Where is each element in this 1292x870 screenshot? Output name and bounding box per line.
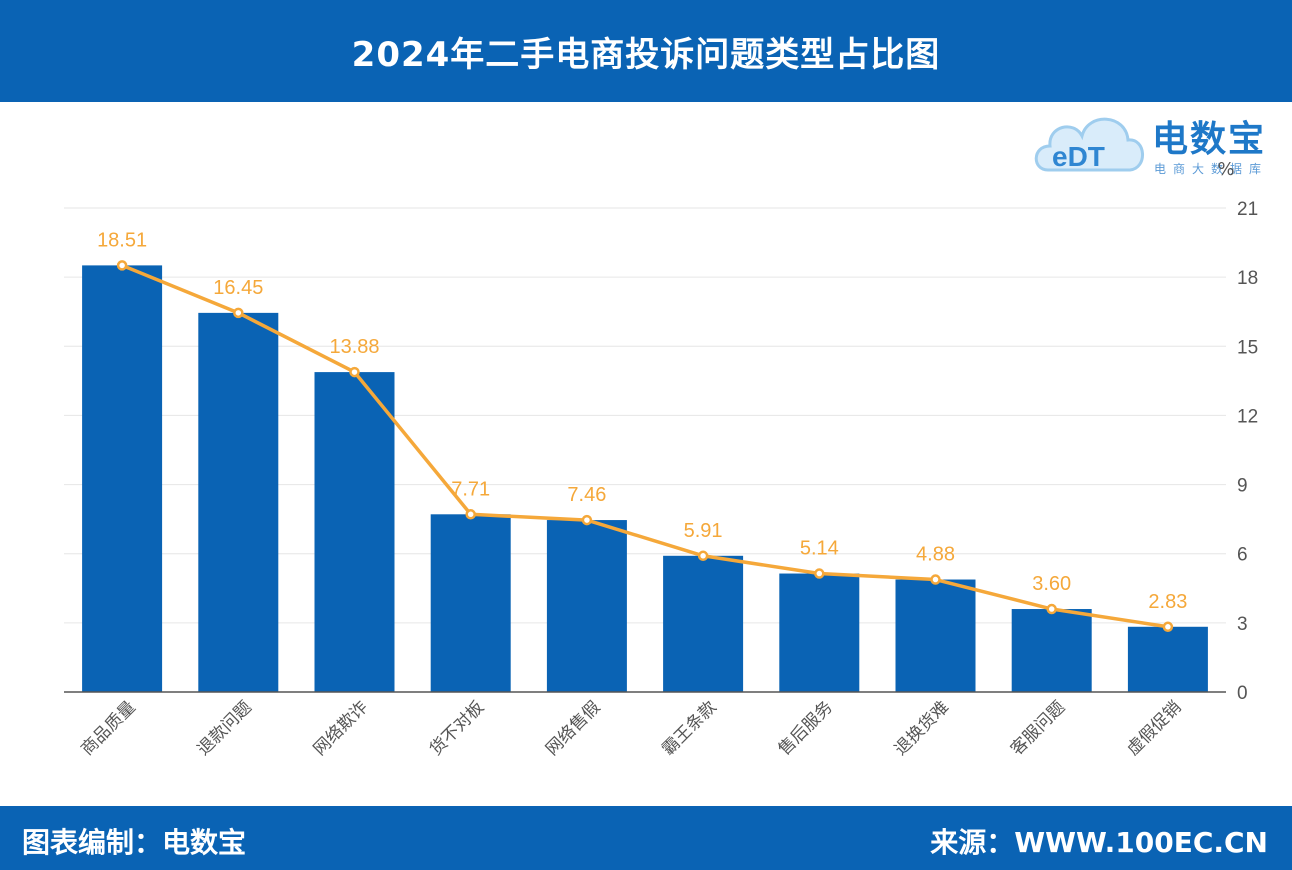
category-label: 商品质量 [77, 697, 139, 759]
category-label: 退换货难 [891, 697, 953, 759]
category-label: 货不对板 [426, 697, 488, 759]
line-series [116, 260, 1174, 633]
line-point [349, 366, 360, 378]
line-point [814, 568, 825, 579]
category-label: 售后服务 [775, 697, 837, 759]
data-label: 18.51 [97, 229, 147, 251]
line-point [116, 260, 128, 271]
data-label: 16.45 [213, 277, 263, 299]
data-label: 7.46 [567, 484, 606, 506]
line-point [233, 307, 244, 319]
footer-credit: 图表编制：电数宝 [22, 826, 247, 859]
y-tick-label: 15 [1237, 337, 1258, 358]
y-tick-label: 21 [1237, 199, 1258, 220]
category-label: 客服问题 [1007, 697, 1069, 759]
category-label: 霸王条款 [658, 697, 720, 759]
y-axis-unit-label: % [1217, 159, 1234, 180]
series-line [121, 263, 1169, 629]
line-point [1046, 603, 1057, 615]
line-point [930, 574, 941, 585]
data-label: 4.88 [916, 544, 955, 566]
bar [1127, 626, 1208, 692]
cloud-logo-icon: eDT [1034, 117, 1144, 172]
y-tick-label: 6 [1237, 545, 1248, 566]
bar [198, 312, 279, 692]
line-point [1162, 621, 1174, 633]
y-tick-label: 9 [1237, 476, 1248, 497]
logo-tagline: 电商大数据库 [1154, 162, 1269, 176]
bar [895, 579, 976, 692]
category-label: 退款问题 [194, 697, 256, 759]
bar [430, 514, 511, 692]
line-point [697, 550, 709, 562]
bar [314, 372, 395, 692]
data-label: 3.60 [1032, 573, 1071, 595]
bar [779, 573, 860, 692]
y-tick-label: 0 [1237, 683, 1248, 704]
data-label: 5.14 [800, 538, 839, 560]
data-label: 13.88 [329, 336, 379, 358]
footer-source: 来源：WWW.100EC.CN [930, 826, 1268, 859]
page-title: 2024年二手电商投诉问题类型占比图 [351, 34, 941, 75]
title-bar: 2024年二手电商投诉问题类型占比图 [0, 0, 1292, 102]
y-axis-ticks: 0 3 6 9 12 15 18 21 [1237, 199, 1258, 704]
category-label: 网络欺诈 [310, 697, 372, 759]
y-tick-label: 3 [1237, 614, 1248, 635]
category-label: 虚假促销 [1123, 697, 1185, 759]
bar [546, 520, 627, 692]
bar [82, 265, 163, 692]
y-tick-label: 18 [1237, 268, 1258, 289]
data-label: 7.71 [451, 478, 490, 500]
data-label: 2.83 [1148, 591, 1187, 613]
line-point [465, 509, 476, 520]
bar [663, 555, 744, 692]
footer-bar: 图表编制：电数宝 来源：WWW.100EC.CN [0, 806, 1292, 870]
logo-name: 电数宝 [1152, 119, 1267, 160]
brand-logo: eDT 电数宝 电商大数据库 [1030, 104, 1280, 182]
data-label: 5.91 [684, 520, 723, 542]
bar-series [82, 265, 1208, 692]
bar [1011, 609, 1092, 692]
x-axis-category-labels: 商品质量 退款问题 网络欺诈 货不对板 网络售假 霸王条款 售后服务 退换货难 客服问题 虚假促销 [77, 697, 1185, 759]
data-labels: 18.51 16.45 13.88 7.71 7.46 5.91 5.14 4.88 3.60 2… [97, 229, 1187, 612]
category-label: 网络售假 [542, 697, 604, 759]
logo-mark: eDT [1052, 141, 1105, 172]
y-tick-label: 12 [1237, 406, 1258, 427]
line-point [581, 514, 593, 526]
